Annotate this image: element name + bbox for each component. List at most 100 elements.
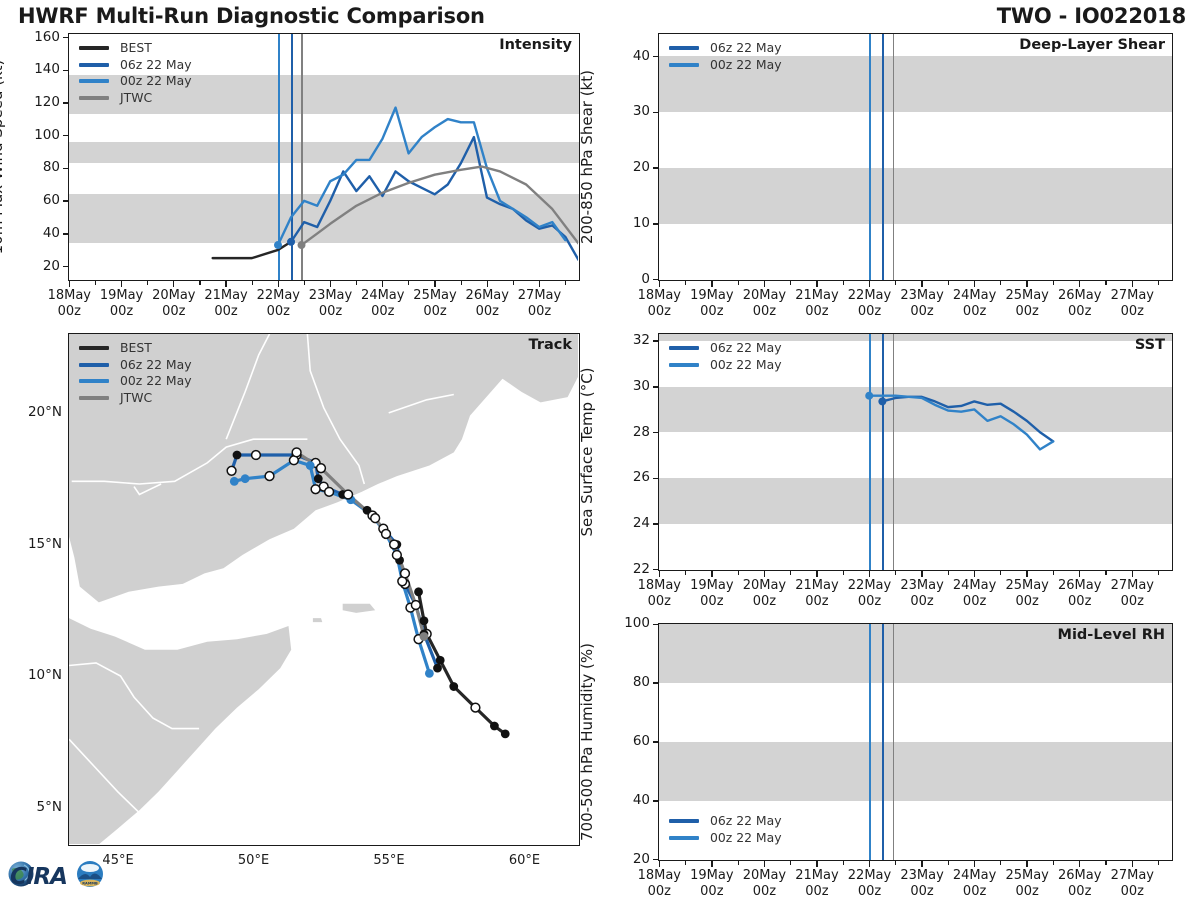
x-tick-label: 19May 00z [82, 288, 162, 320]
lat-tick-label: 15°N [27, 535, 62, 552]
x-tick-day: 22May [847, 578, 892, 593]
x-tick-label: 18May 00z [619, 288, 699, 320]
legend-item: 00z 22 May [669, 357, 782, 374]
legend-item: JTWC [79, 390, 192, 407]
x-tick-hour: 00z [1068, 884, 1092, 899]
panel-deep-layer-shear: Deep-Layer Shear 06z 22 May 00z 22 May [658, 33, 1173, 281]
legend-swatch [79, 362, 109, 367]
x-tick-minor [1000, 571, 1002, 575]
x-tick-minor [684, 571, 687, 575]
x-tick-hour: 00z [527, 304, 552, 319]
y-tick [653, 386, 658, 388]
border-oman-yemen [306, 334, 366, 485]
panel-track: Track BEST 06z 22 May 00z 22 May JTWC [68, 333, 580, 846]
svg-text:RAMMB: RAMMB [82, 881, 98, 885]
track-marker-filled [419, 632, 429, 641]
x-tick-label: 20May 00z [724, 578, 804, 610]
y-tick-label: 30 [632, 377, 650, 394]
x-tick-day: 23May [308, 288, 353, 303]
legend-swatch [669, 362, 699, 367]
y-tick-label: 10 [632, 214, 650, 231]
x-tick-major [711, 281, 713, 287]
track-marker-filled [419, 616, 429, 626]
track-marker-filled [414, 587, 423, 597]
shaded-band [69, 74, 579, 115]
y-axis-title-deep-layer-shear: 200-850 hPa Shear (kt) [578, 70, 596, 244]
border-oman-north [388, 393, 454, 414]
y-tick [63, 233, 68, 235]
x-tick-major [277, 281, 279, 287]
y-tick [653, 741, 658, 743]
x-tick-hour: 00z [752, 594, 777, 609]
x-tick-label: 23May 00z [882, 288, 962, 320]
lon-tick-label: 45°E [102, 853, 134, 868]
y-axis-title-intensity: 10m Max Wind Speed (kt) [0, 59, 6, 255]
legend-label: 06z 22 May [710, 40, 782, 56]
panel-title-deep-layer-shear: Deep-Layer Shear [1019, 37, 1165, 53]
x-tick-hour: 00z [962, 884, 987, 899]
x-tick-major [921, 281, 923, 287]
track-marker-open [380, 528, 392, 540]
shaded-band [659, 477, 1172, 524]
x-tick-day: 22May [847, 868, 892, 883]
x-tick-minor [684, 281, 687, 285]
x-tick-label: 25May 00z [987, 578, 1067, 610]
legend-label: JTWC [120, 89, 153, 105]
x-tick-day: 21May [795, 288, 839, 303]
y-tick-label: 20 [632, 850, 650, 867]
x-tick-minor [199, 281, 201, 285]
x-tick-hour: 00z [162, 304, 186, 319]
legend-swatch [79, 46, 109, 51]
track-marker-open [370, 513, 381, 524]
x-tick-major [973, 571, 976, 577]
y-tick [653, 223, 658, 225]
x-tick-minor [737, 571, 739, 575]
x-tick-major [973, 281, 976, 287]
y-tick [653, 859, 658, 861]
x-tick-day: 19May [690, 288, 734, 303]
shaded-band [69, 141, 579, 164]
y-tick [653, 523, 658, 525]
x-tick-day: 26May [1058, 288, 1102, 303]
x-tick-major [1131, 861, 1133, 867]
x-tick-hour: 00z [647, 304, 671, 319]
y-tick [653, 279, 658, 281]
track-marker-open [410, 599, 421, 611]
init-time-line-22 [869, 624, 871, 860]
lon-tick-label: 50°E [237, 853, 270, 868]
y-tick [653, 477, 658, 479]
track-marker-open [323, 486, 335, 498]
x-tick-day: 25May [413, 288, 457, 303]
x-tick-minor [790, 281, 792, 285]
x-tick-label: 21May 00z [777, 288, 857, 320]
x-tick-minor [1157, 861, 1160, 865]
x-tick-day: 19May [99, 288, 144, 303]
x-tick-label: 19May 00z [672, 288, 752, 320]
track-marker-open [226, 465, 237, 476]
x-tick-minor [737, 861, 739, 865]
x-tick-major [763, 281, 766, 287]
track-legend: BEST 06z 22 May 00z 22 May JTWC [79, 340, 192, 406]
x-tick-hour: 00z [214, 304, 238, 319]
plot-area [659, 624, 1172, 860]
x-tick-label: 25May 00z [987, 288, 1067, 320]
series-line-00z-22-may [276, 106, 567, 247]
x-tick-hour: 00z [57, 304, 81, 319]
x-tick-day: 24May [952, 578, 997, 593]
shaded-band [69, 194, 579, 244]
x-tick-day: 23May [900, 578, 944, 593]
x-tick-minor [684, 861, 687, 865]
x-tick-major [711, 571, 713, 577]
y-tick-label: 120 [34, 94, 60, 110]
x-tick-day: 21May [795, 868, 839, 883]
x-tick-major [658, 571, 660, 577]
track-marker-open [399, 568, 411, 579]
y-tick-label: 28 [632, 423, 650, 440]
x-tick-hour: 00z [857, 884, 882, 899]
border-saudi-oman [225, 334, 271, 440]
legend-item: 00z 22 May [79, 73, 192, 90]
y-tick-label: 80 [42, 159, 60, 176]
x-tick-minor [251, 281, 253, 285]
x-tick-major [68, 281, 70, 287]
x-tick-minor [790, 571, 792, 575]
